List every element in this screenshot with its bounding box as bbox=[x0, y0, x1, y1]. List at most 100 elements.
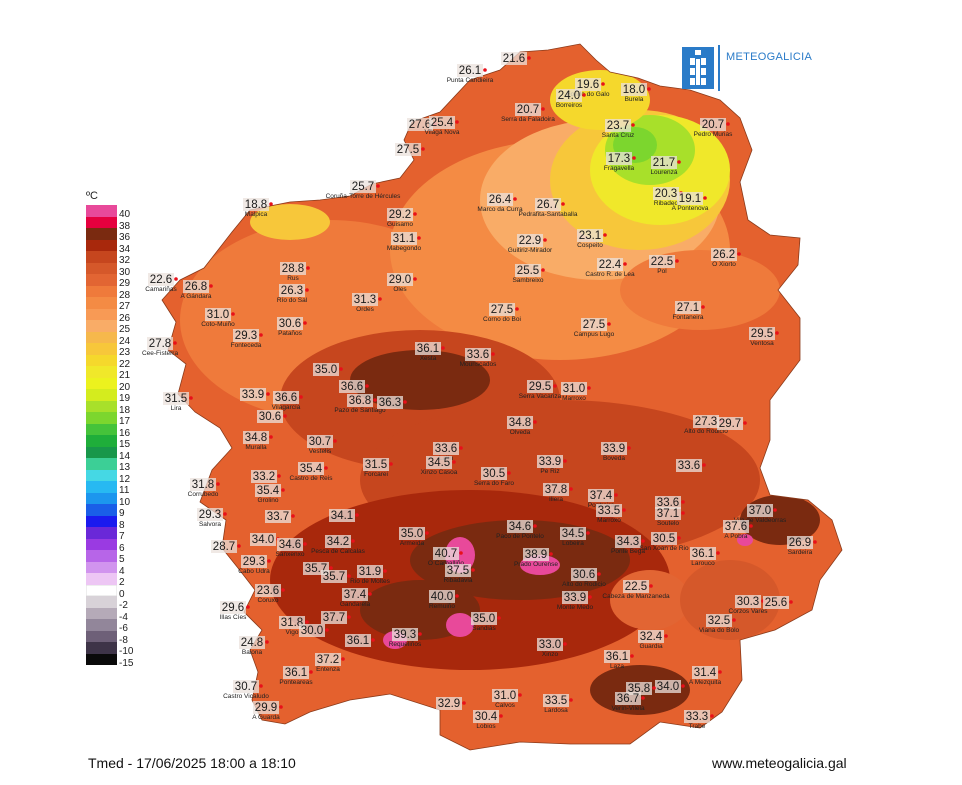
station-marker[interactable]: 37.7 bbox=[321, 611, 351, 624]
station-marker[interactable]: 33.9 bbox=[240, 388, 270, 401]
station-marker[interactable]: 30.6 bbox=[257, 410, 287, 423]
station-marker[interactable]: 30.0 bbox=[299, 624, 329, 637]
station-marker[interactable]: 29.9A Guarda bbox=[252, 701, 283, 721]
station-marker[interactable]: 40.7O Carballiño bbox=[428, 547, 465, 567]
station-marker[interactable]: 21.6 bbox=[501, 52, 531, 65]
station-marker[interactable]: 35.7 bbox=[321, 570, 351, 583]
station-marker[interactable]: 25.6 bbox=[763, 596, 793, 609]
station-marker[interactable]: 27.5 bbox=[395, 143, 425, 156]
website-link[interactable]: www.meteogalicia.gal bbox=[712, 755, 847, 771]
station-marker[interactable]: 35.0 bbox=[313, 363, 343, 376]
station-marker[interactable]: 33.6 bbox=[655, 496, 685, 509]
station-marker[interactable]: 34.0 bbox=[250, 533, 280, 546]
station-marker[interactable]: 36.1 bbox=[345, 634, 375, 647]
station-marker[interactable]: 33.2 bbox=[251, 470, 281, 483]
station-marker[interactable]: 34.1 bbox=[329, 509, 359, 522]
station-marker[interactable]: 27.6 bbox=[407, 118, 437, 131]
station-marker[interactable]: 29.7 bbox=[717, 417, 747, 430]
meteogalicia-logo[interactable]: METEOGALICIA bbox=[680, 45, 820, 91]
station-marker[interactable]: 32.9 bbox=[436, 697, 466, 710]
station-marker[interactable]: 33.7 bbox=[265, 510, 295, 523]
station-marker[interactable]: 26.2O Xiorto bbox=[711, 248, 741, 268]
station-marker[interactable]: 33.9Pe Riz bbox=[537, 455, 567, 475]
station-marker[interactable]: 37.6A Pobra bbox=[723, 520, 753, 540]
station-marker[interactable]: 34.0 bbox=[655, 680, 685, 693]
station-marker[interactable]: 31.4A Mezquita bbox=[689, 666, 722, 686]
station-marker[interactable]: 33.6 bbox=[676, 459, 706, 472]
